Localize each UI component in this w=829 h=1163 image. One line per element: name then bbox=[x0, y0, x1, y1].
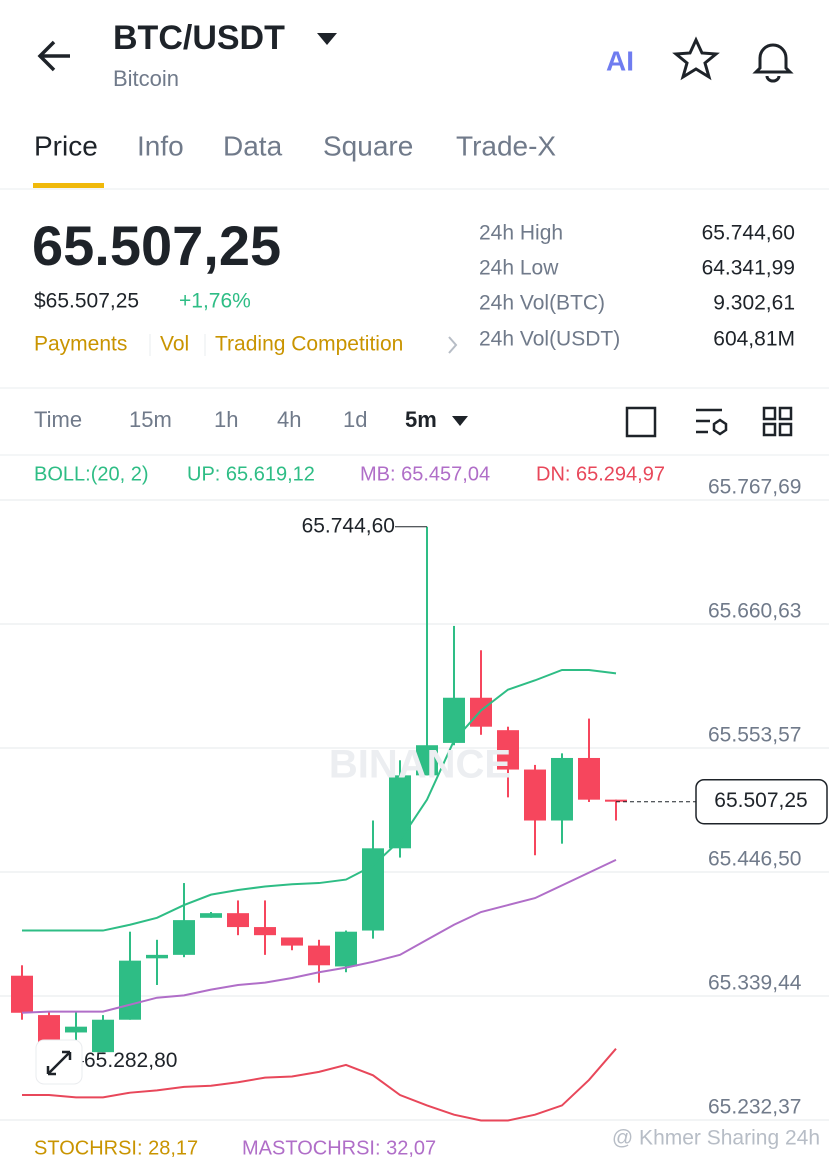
indicator-title: BOLL:(20, 2) bbox=[34, 463, 149, 485]
interval-dropdown[interactable] bbox=[452, 416, 468, 426]
max-label: 65.744,60 bbox=[302, 514, 395, 537]
tag[interactable]: Trading Competition bbox=[215, 333, 403, 356]
candle-body bbox=[497, 730, 519, 770]
alert-button[interactable] bbox=[752, 43, 794, 83]
y-tick-label: 65.767,69 bbox=[708, 476, 801, 499]
stat-label: 24h High bbox=[479, 222, 563, 245]
boll-line bbox=[21, 858, 617, 1014]
tab-indicator bbox=[33, 183, 104, 188]
boll-line bbox=[22, 668, 617, 932]
indicator-value: STOCHRSI: 28,17 bbox=[34, 1137, 198, 1159]
candle-body bbox=[551, 757, 573, 821]
candle-body bbox=[443, 697, 465, 743]
interval[interactable]: 4h bbox=[277, 407, 301, 432]
legend-entry: UP: 65.619,12 bbox=[187, 463, 315, 485]
pair-dropdown[interactable] bbox=[317, 33, 337, 45]
tag[interactable]: Payments bbox=[34, 333, 127, 356]
tab[interactable]: Square bbox=[323, 130, 413, 161]
pair-subtitle: Bitcoin bbox=[113, 66, 179, 91]
last-price-label: 65.507,25 bbox=[714, 789, 807, 812]
last-price: 65.507,25 bbox=[32, 214, 281, 277]
legend-entry: DN: 65.294,97 bbox=[536, 463, 665, 485]
ai-button[interactable]: AI bbox=[606, 45, 634, 76]
tab[interactable]: Data bbox=[223, 130, 283, 161]
candle-body bbox=[578, 757, 600, 800]
tag[interactable]: Vol bbox=[160, 333, 189, 356]
stat-value: 65.744,60 bbox=[702, 222, 795, 245]
interval[interactable]: 1h bbox=[214, 407, 238, 432]
credit-watermark: @ Khmer Sharing 24h bbox=[612, 1127, 820, 1150]
stat-label: 24h Vol(USDT) bbox=[479, 328, 620, 351]
price-change: +1,76% bbox=[179, 290, 251, 313]
candle-body bbox=[308, 945, 330, 966]
stat-value: 604,81M bbox=[713, 328, 795, 351]
tab[interactable]: Info bbox=[137, 130, 184, 161]
candle-body bbox=[335, 931, 357, 967]
indicator-value: MASTOCHRSI: 32,07 bbox=[242, 1137, 436, 1159]
y-tick-label: 65.553,57 bbox=[708, 724, 801, 747]
candle-body bbox=[254, 927, 276, 936]
indicator-button[interactable] bbox=[696, 408, 728, 436]
back-button[interactable] bbox=[37, 40, 70, 72]
interval[interactable]: 1d bbox=[343, 407, 367, 432]
candle-body bbox=[65, 1026, 87, 1033]
legend-entry: MB: 65.457,04 bbox=[360, 463, 490, 485]
tags-chevron[interactable] bbox=[448, 336, 458, 354]
candle-body bbox=[605, 799, 627, 802]
candle-body bbox=[362, 848, 384, 931]
candle-body bbox=[416, 745, 438, 776]
y-tick-label: 65.232,37 bbox=[708, 1096, 801, 1119]
y-tick-label: 65.446,50 bbox=[708, 848, 801, 871]
candle-body bbox=[119, 960, 141, 1020]
candle-body bbox=[92, 1019, 114, 1053]
tab[interactable]: Price bbox=[34, 130, 98, 161]
stat-label: 24h Low bbox=[479, 257, 559, 280]
boll-line bbox=[22, 1048, 617, 1122]
last-price-box bbox=[695, 778, 828, 825]
pair-title[interactable]: BTC/USDT bbox=[113, 19, 285, 57]
candle-body bbox=[173, 920, 195, 955]
candle-body bbox=[227, 913, 249, 928]
interval[interactable]: Time bbox=[34, 407, 82, 432]
expand-button[interactable] bbox=[35, 1039, 83, 1085]
y-tick-label: 65.660,63 bbox=[708, 600, 801, 623]
candle-body bbox=[146, 954, 168, 959]
interval[interactable]: 15m bbox=[129, 407, 172, 432]
min-label: 65.282,80 bbox=[84, 1049, 177, 1072]
layout-button[interactable] bbox=[762, 406, 793, 437]
candle-body bbox=[281, 937, 303, 946]
candle-body bbox=[38, 1015, 60, 1046]
candle-body bbox=[11, 975, 33, 1013]
expand-icon bbox=[46, 1050, 72, 1076]
stat-label: 24h Vol(BTC) bbox=[479, 292, 605, 315]
stat-value: 9.302,61 bbox=[713, 292, 795, 315]
fullscreen-button[interactable] bbox=[625, 406, 657, 438]
candle-body bbox=[200, 913, 222, 918]
interval-selected[interactable]: 5m bbox=[405, 407, 437, 432]
plot: 65.767,69 65.660,63 65.553,57 65.446,50 65.3… bbox=[0, 476, 829, 1122]
watermark: BINANCE bbox=[329, 743, 511, 787]
candle-body bbox=[470, 697, 492, 727]
tab[interactable]: Trade-X bbox=[456, 130, 556, 161]
favorite-button[interactable] bbox=[672, 36, 720, 81]
chart-tools bbox=[625, 406, 793, 438]
candle-body bbox=[389, 775, 411, 849]
y-tick-label: 65.339,44 bbox=[708, 972, 802, 995]
stat-value: 64.341,99 bbox=[702, 257, 795, 280]
candle-body bbox=[524, 769, 546, 821]
usd-price: $65.507,25 bbox=[34, 290, 139, 313]
